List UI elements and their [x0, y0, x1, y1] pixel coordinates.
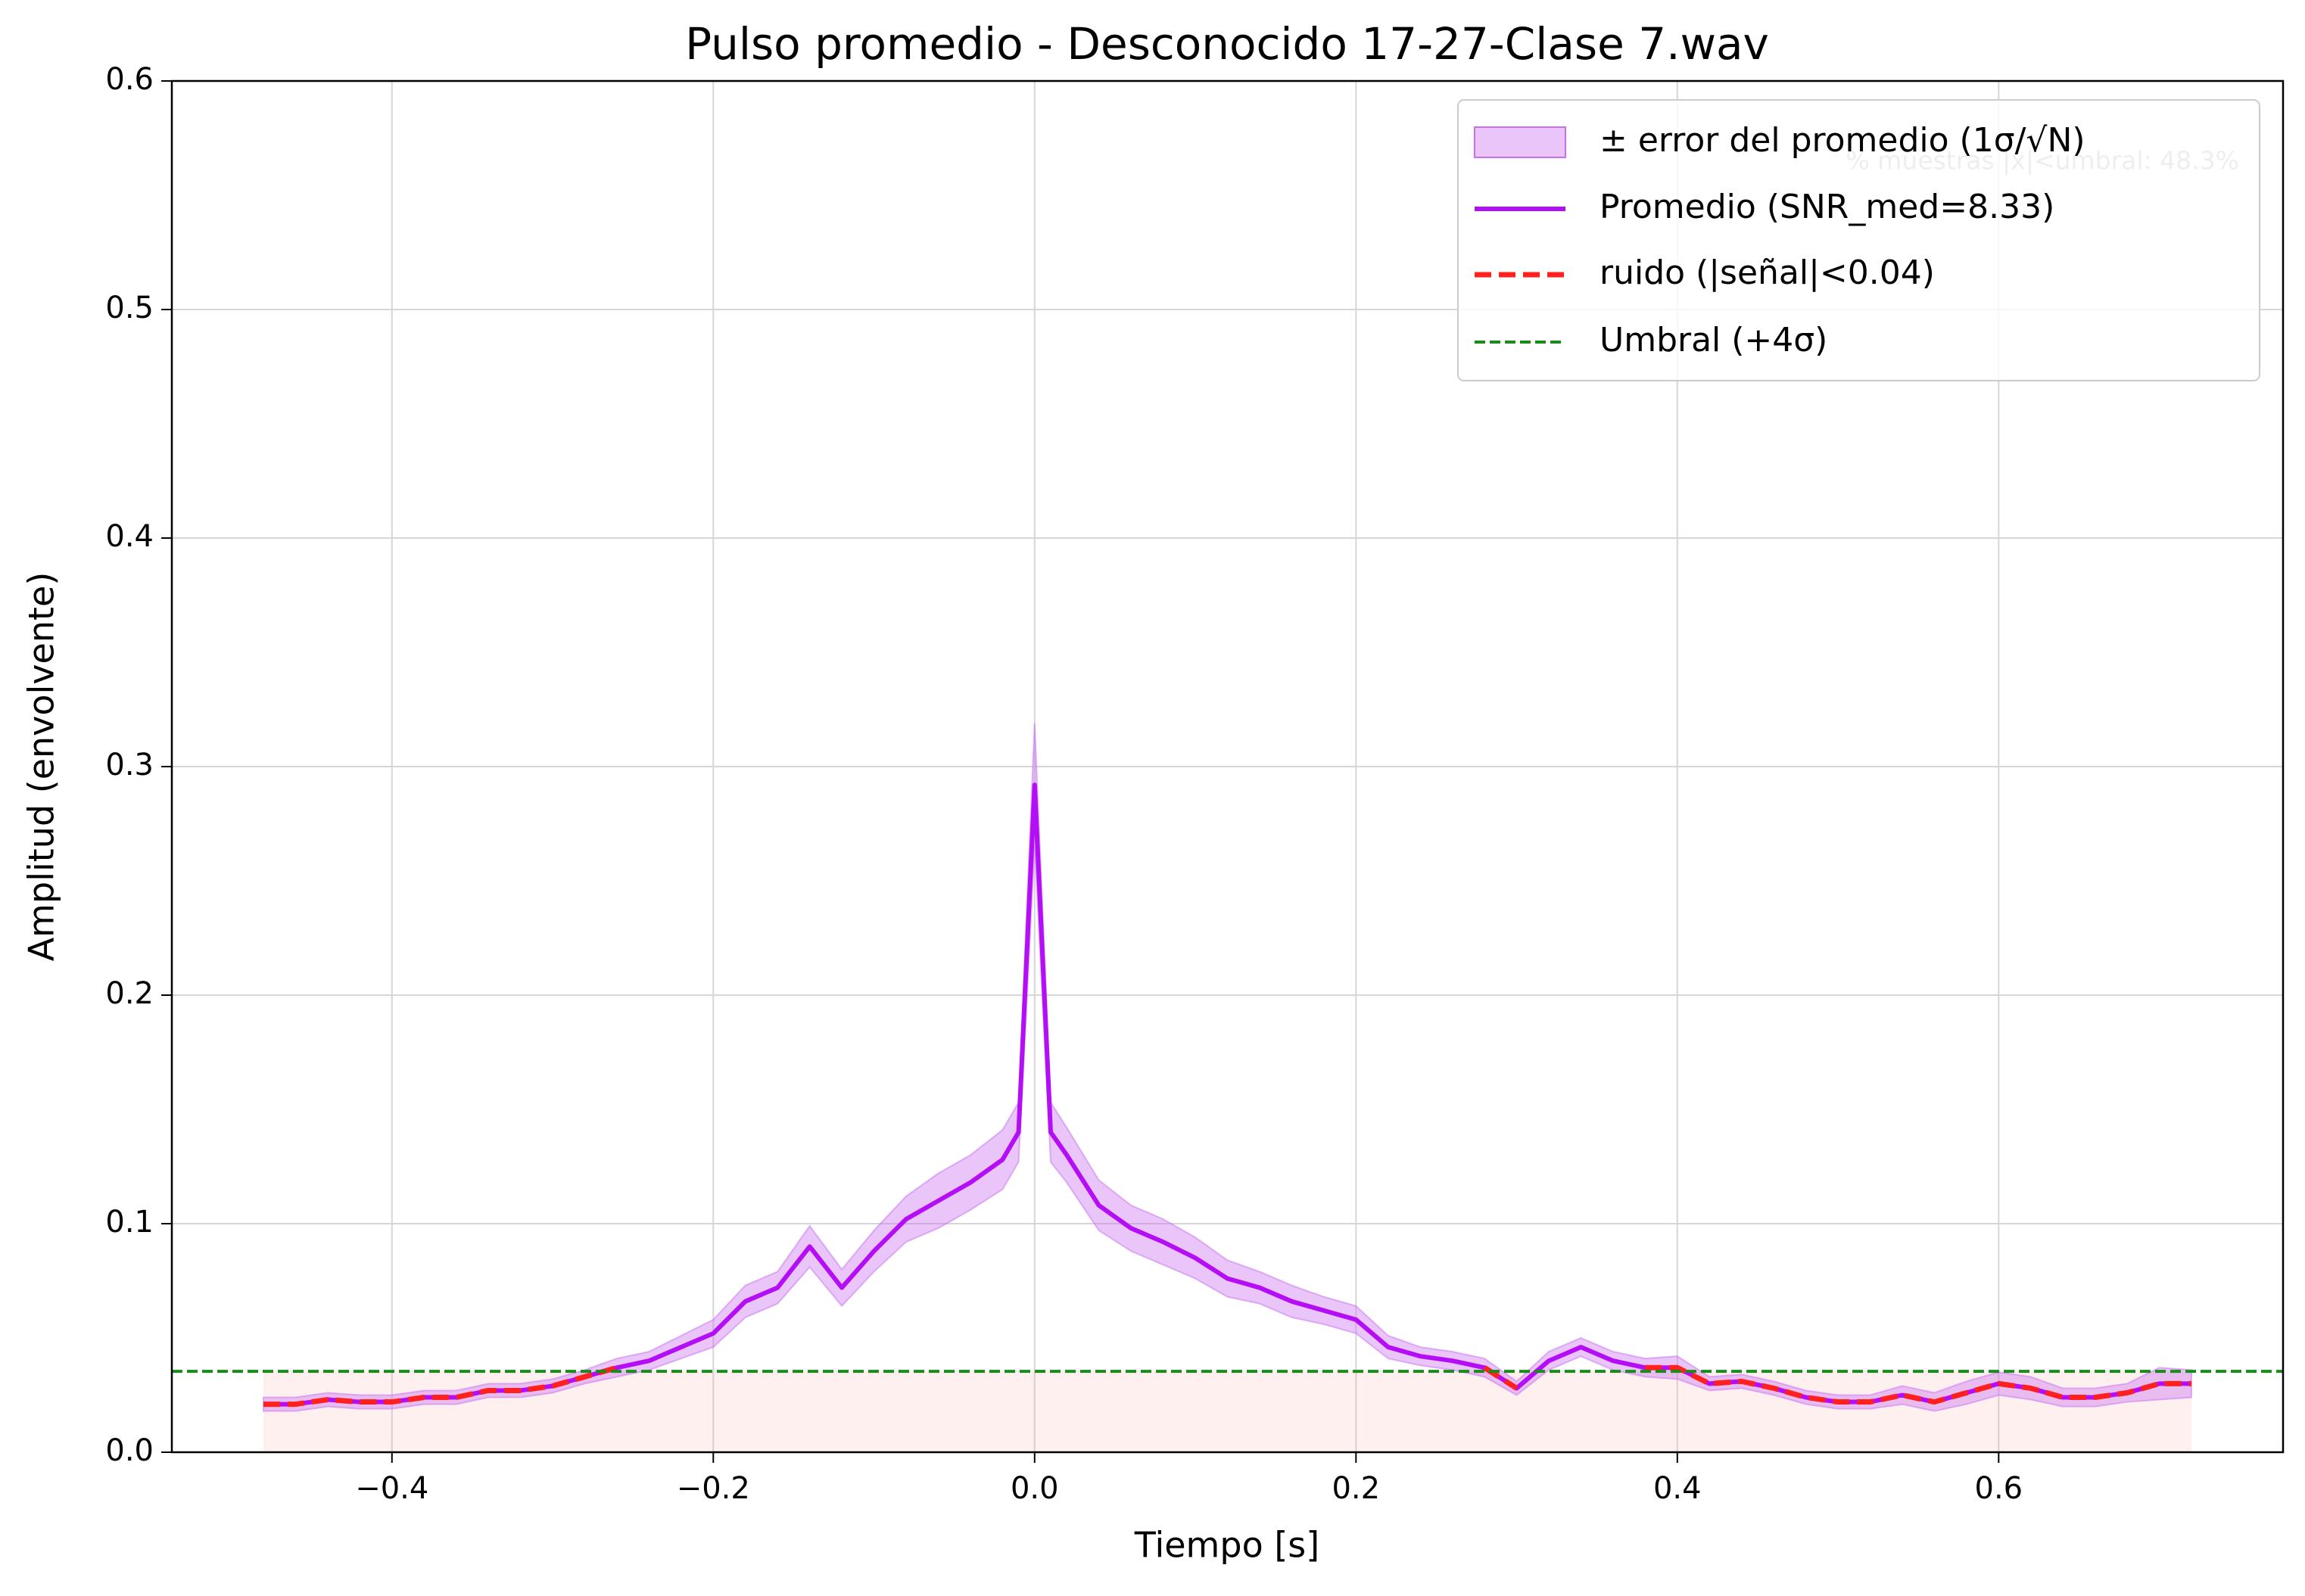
y-tick-label: 0.4: [105, 519, 154, 554]
legend-swatch: [1474, 126, 1566, 158]
threshold-fill: [263, 1371, 2192, 1452]
y-tick-label: 0.3: [105, 748, 154, 782]
x-tick-label: −0.2: [677, 1471, 750, 1506]
legend-label: ± error del promedio (1σ/√N): [1599, 121, 2085, 160]
y-axis-label: Amplitud (envolvente): [21, 572, 62, 962]
x-tick-label: 0.4: [1653, 1471, 1702, 1506]
x-tick-label: −0.4: [355, 1471, 428, 1506]
legend-box: [1457, 99, 2260, 381]
y-tick-label: 0.5: [105, 291, 154, 325]
error-band: [262, 723, 2193, 1412]
legend-label: Umbral (+4σ): [1599, 321, 1827, 359]
chart-title: Pulso promedio - Desconocido 17-27-Clase…: [685, 18, 1769, 70]
plot-frame: [170, 79, 2285, 1454]
x-tick-label: 0.0: [1011, 1471, 1059, 1506]
x-tick-label: 0.2: [1332, 1471, 1380, 1506]
y-tick-label: 0.2: [105, 976, 154, 1011]
legend-label: Promedio (SNR_med=8.33): [1599, 188, 2054, 226]
y-tick-label: 0.6: [105, 62, 154, 97]
y-tick-label: 0.0: [105, 1433, 154, 1468]
legend-label: ruido (|señal|<0.04): [1599, 254, 1935, 292]
x-axis-label: Tiempo [s]: [1134, 1525, 1319, 1566]
y-tick-label: 0.1: [105, 1205, 154, 1240]
x-tick-label: 0.6: [1975, 1471, 2023, 1506]
